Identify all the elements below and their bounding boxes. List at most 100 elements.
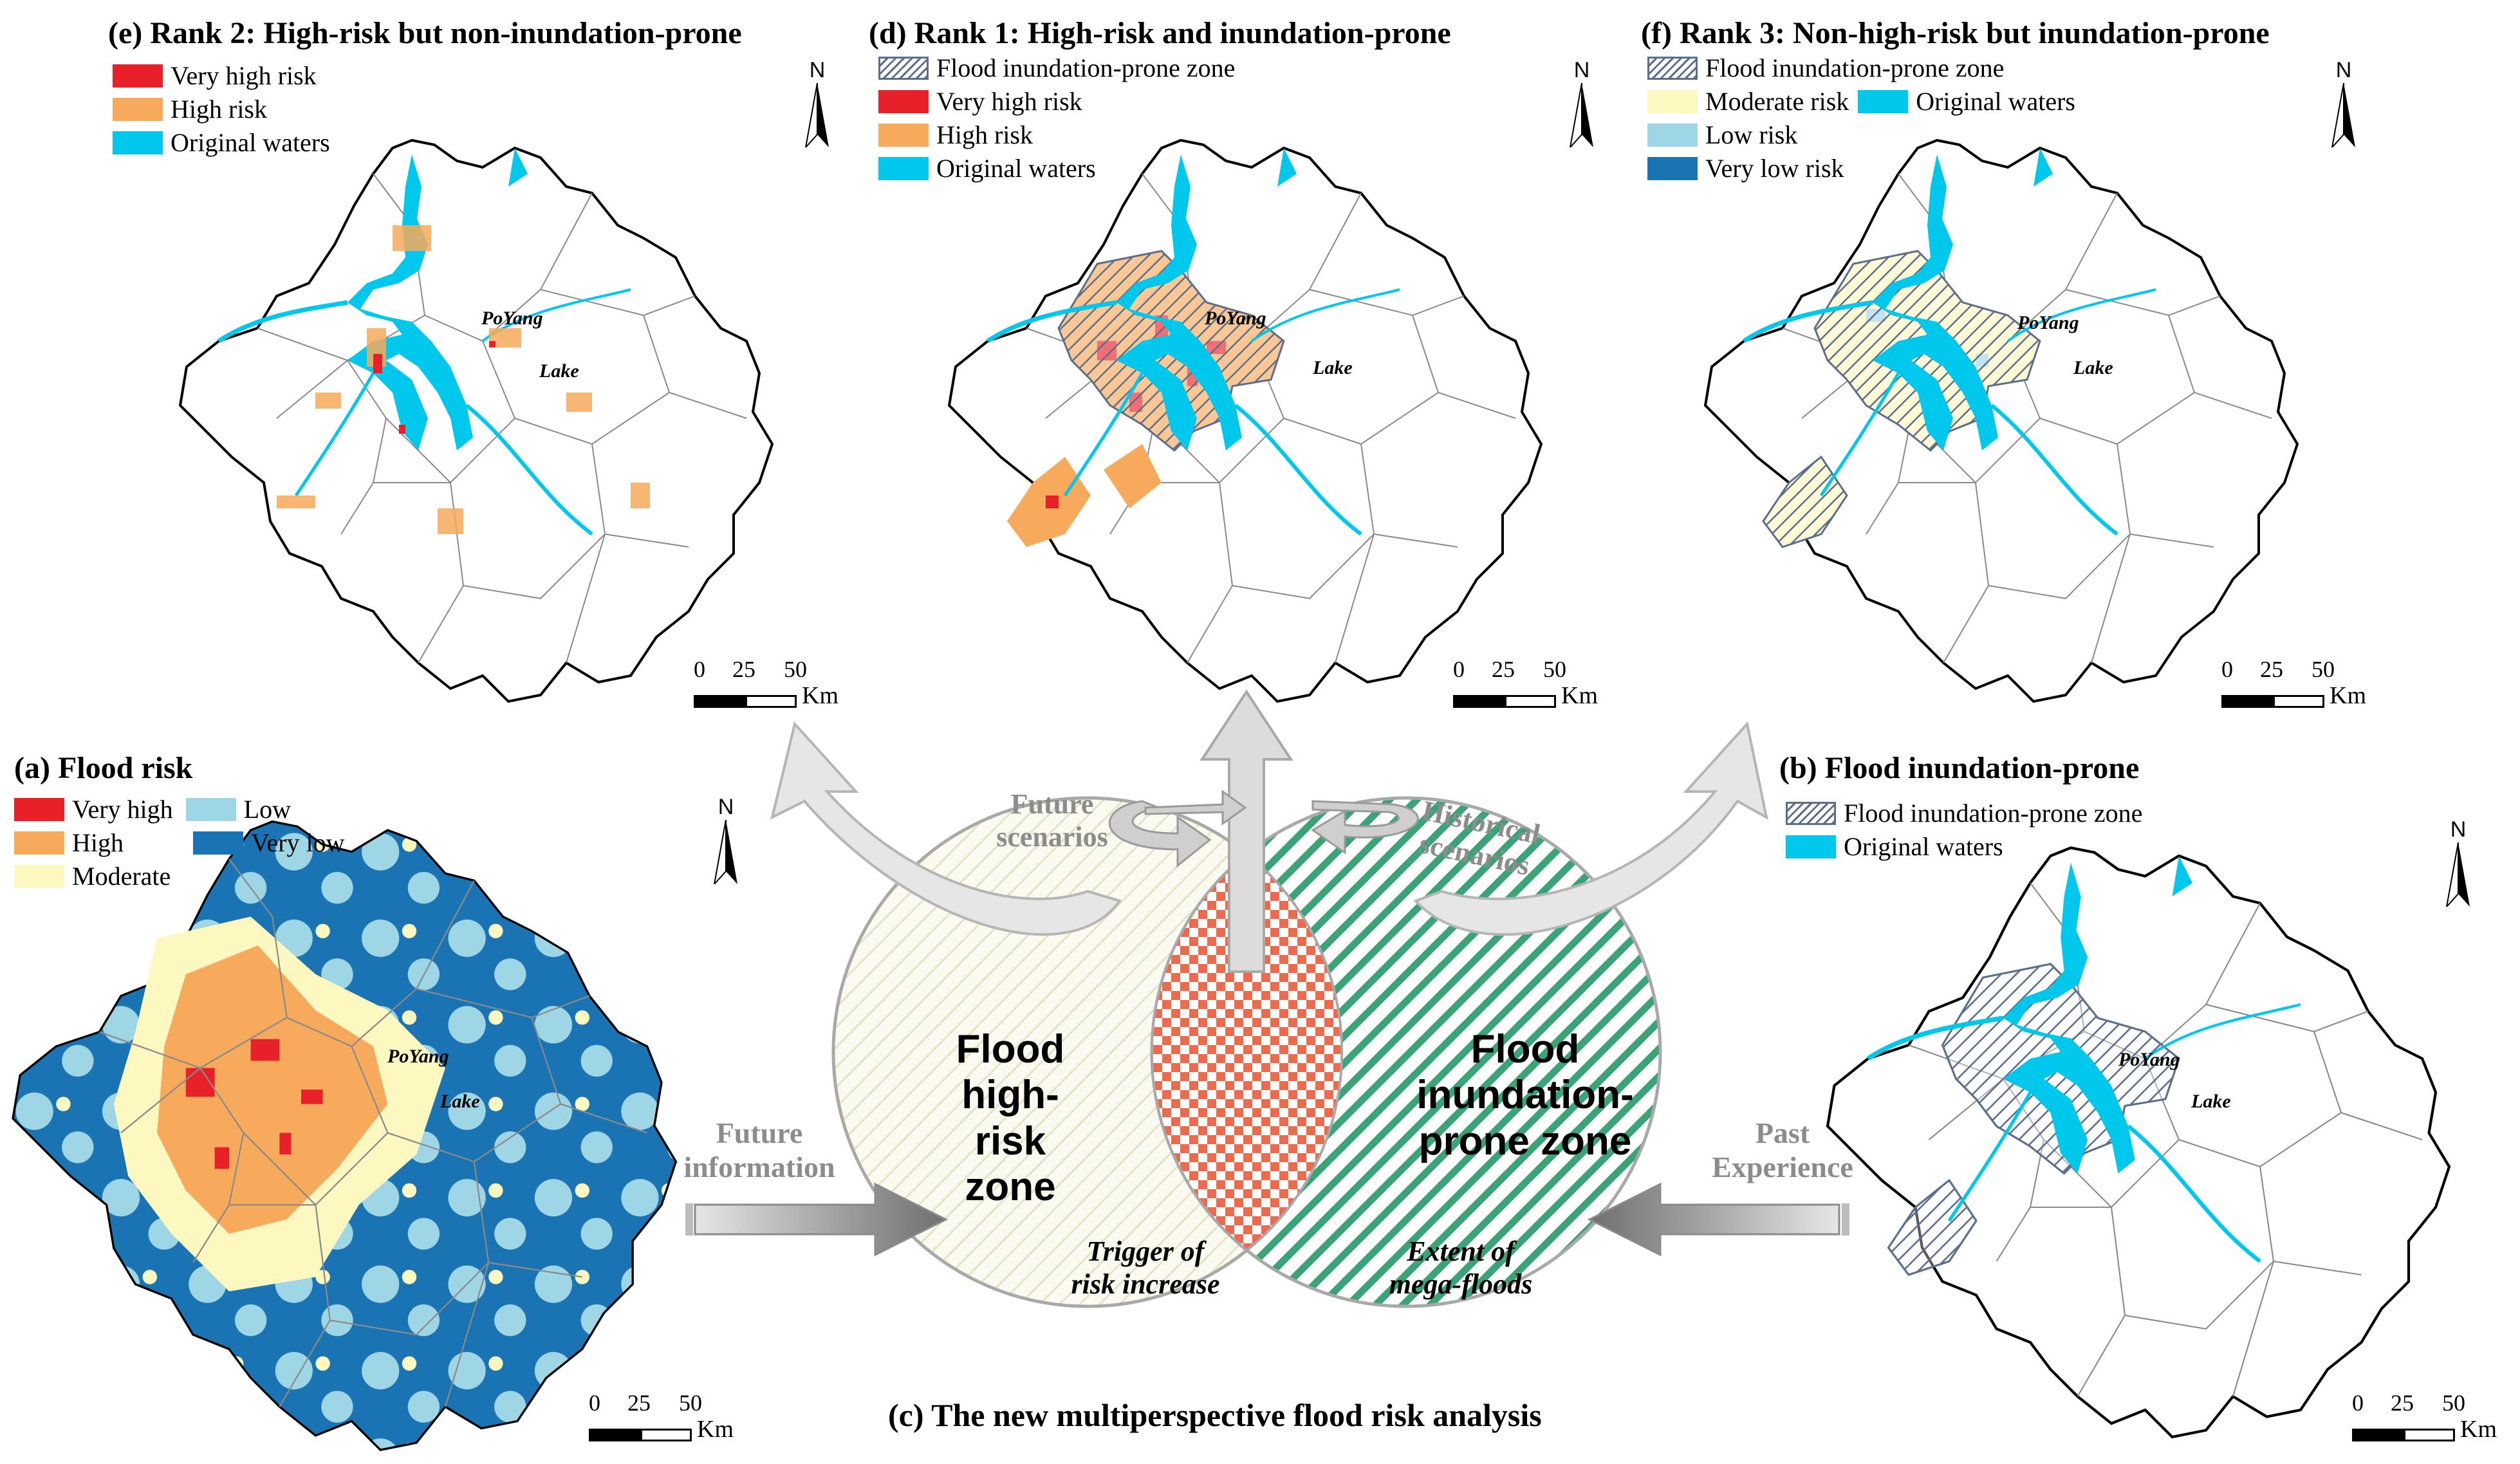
panel-d-title: (d) Rank 1: High-risk and inundation-pro… — [869, 16, 1451, 50]
swatch-water — [878, 157, 929, 180]
venn-right-line: prone zone — [1418, 1118, 1632, 1163]
swatch-very-high — [14, 798, 64, 821]
scale-tick: 0 — [589, 1390, 600, 1416]
swatch-very-low — [1647, 157, 1698, 180]
past-experience-line: Past — [1755, 1117, 1810, 1149]
north-arrow-icon — [804, 82, 829, 150]
panel-a-title: (a) Flood risk — [14, 751, 193, 785]
map-e — [179, 139, 774, 703]
legend-item: Moderate risk Original waters — [1647, 85, 2075, 118]
scale-tick: 25 — [732, 656, 755, 682]
scale-bar-f: 0 25 50 Km — [2221, 658, 2389, 708]
scale-tick: 25 — [2260, 656, 2283, 682]
venn-note-line: Trigger of — [1086, 1236, 1205, 1267]
north-arrow-icon — [1569, 82, 1593, 150]
venn-right-label: Flood inundation- prone zone — [1390, 1026, 1660, 1164]
swatch-low — [1647, 124, 1698, 147]
swatch-high — [878, 124, 929, 147]
scale-tick: 0 — [2221, 656, 2233, 682]
legend-label: Very high risk — [936, 87, 1082, 116]
past-experience-label: Past Experience — [1692, 1117, 1873, 1185]
swatch-water — [1858, 90, 1909, 113]
scale-tick: 50 — [679, 1390, 702, 1416]
curved-arrow-left — [770, 721, 1122, 936]
scale-tick: 50 — [1543, 656, 1566, 682]
legend-item: Very low risk — [1647, 152, 2075, 185]
scale-bar-a: 0 25 50 Km — [589, 1391, 756, 1441]
legend-label: Low — [243, 795, 291, 824]
map-a — [12, 820, 678, 1451]
scale-tick: 50 — [784, 656, 807, 682]
legend-label: Flood inundation-prone zone — [1844, 799, 2143, 828]
legend-label: Moderate risk — [1705, 87, 1849, 116]
future-scenarios-line: Future — [1010, 788, 1094, 820]
legend-item: Very high risk — [878, 85, 1235, 118]
venn-left-line: zone — [965, 1164, 1056, 1209]
north-arrow-f: N — [2324, 58, 2363, 151]
north-arrow-icon — [2331, 82, 2355, 150]
swatch-moderate — [1647, 90, 1698, 113]
legend-b: Flood inundation-prone zone Original wat… — [1786, 797, 2142, 864]
scale-tick: 50 — [2442, 1390, 2465, 1416]
north-label: N — [1573, 58, 1590, 82]
legend-item: Flood inundation-prone zone — [1786, 797, 2142, 830]
cycle-arrow-left — [1108, 800, 1212, 868]
swatch-high — [113, 98, 163, 121]
venn-note-line: risk increase — [1071, 1268, 1220, 1300]
scale-tick: 0 — [694, 656, 705, 682]
map-f — [1704, 139, 2299, 703]
venn-note-line: Extent of — [1407, 1236, 1515, 1267]
north-arrow-icon — [2445, 842, 2470, 909]
legend-e: Very high risk High risk Original waters — [113, 59, 330, 160]
panel-e-title: (e) Rank 2: High-risk but non-inundation… — [108, 16, 742, 50]
venn-left-label: Flood high-risk zone — [927, 1026, 1094, 1210]
map-d — [948, 139, 1543, 703]
legend-label: Original waters — [1916, 87, 2075, 116]
scale-bar-e: 0 25 50 Km — [694, 658, 861, 708]
swatch-very-high — [878, 90, 929, 113]
swatch-hatch — [1647, 57, 1698, 80]
swatch-water — [113, 131, 163, 154]
poyang-label-e: PoYang — [481, 308, 543, 329]
lake-label-b: Lake — [2191, 1091, 2231, 1112]
legend-item: High risk — [113, 93, 330, 126]
venn-left-note: Trigger of risk increase — [1049, 1236, 1242, 1301]
poyang-label-b: PoYang — [2118, 1049, 2180, 1070]
north-arrow-e: N — [798, 58, 837, 151]
north-label: N — [718, 795, 734, 819]
legend-item: Original waters — [1786, 830, 2142, 864]
map-b — [1828, 848, 2449, 1437]
venn-right-line: Flood — [1470, 1027, 1580, 1071]
scale-unit: Km — [2330, 682, 2366, 709]
scale-tick: 0 — [1453, 656, 1465, 682]
swatch-high — [14, 831, 64, 855]
legend-label: Very high — [72, 795, 173, 824]
north-arrow-b: N — [2439, 817, 2478, 910]
venn-caption: (c) The new multiperspective flood risk … — [888, 1397, 1542, 1433]
venn-diagram — [831, 796, 1662, 1308]
north-arrow-a: N — [707, 795, 745, 887]
scale-bar-d: 0 25 50 Km — [1453, 658, 1620, 708]
legend-label: Original waters — [936, 154, 1096, 183]
scale-unit: Km — [2460, 1416, 2497, 1443]
scale-tick: 25 — [1492, 656, 1515, 682]
panel-f-title: (f) Rank 3: Non-high-risk but inundation… — [1641, 16, 2270, 50]
swatch-hatch — [1786, 802, 1836, 825]
future-information-label: Future information — [663, 1117, 856, 1185]
poyang-label-f: PoYang — [2017, 312, 2079, 333]
curved-arrow-right — [1413, 721, 1768, 936]
legend-label: Very high risk — [171, 61, 317, 90]
legend-d: Flood inundation-prone zone Very high ri… — [878, 51, 1235, 185]
venn-note-line: mega-floods — [1389, 1268, 1533, 1300]
legend-item: High risk — [878, 118, 1235, 152]
scale-unit: Km — [1561, 682, 1598, 709]
legend-label: Moderate — [72, 862, 171, 891]
poyang-label-d: PoYang — [1205, 308, 1266, 329]
legend-label: High risk — [171, 95, 267, 124]
north-arrow-icon — [713, 819, 737, 887]
scale-tick: 25 — [2391, 1390, 2414, 1416]
lake-label-e: Lake — [539, 360, 579, 382]
swatch-low — [185, 798, 236, 821]
scale-unit: Km — [697, 1416, 734, 1443]
